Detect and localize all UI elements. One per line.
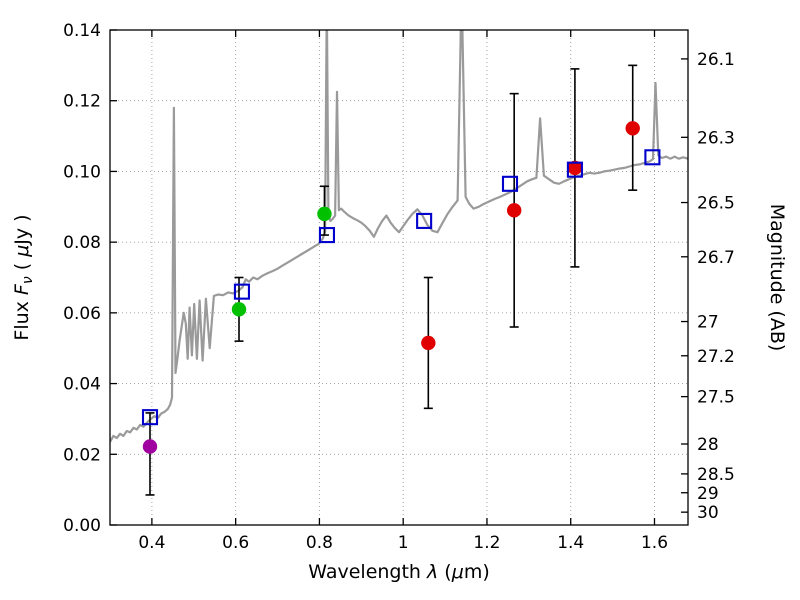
observed-photometry-point bbox=[317, 206, 332, 222]
model-photometry-square bbox=[566, 161, 583, 178]
observed-photometry-point bbox=[625, 121, 640, 136]
observed-photometry-point bbox=[567, 160, 583, 176]
y-tick-label-left: 0.04 bbox=[63, 375, 101, 395]
y-tick-label-left: 0.06 bbox=[63, 304, 101, 324]
model-spectrum-line bbox=[110, 30, 688, 443]
model-photometry-square bbox=[141, 409, 159, 426]
y-axis-label-left: Flux Fν ( μJy ) bbox=[11, 214, 36, 340]
y-tick-label-left: 0.08 bbox=[63, 233, 101, 253]
model-photometry-square bbox=[318, 227, 336, 244]
x-tick-label: 1 bbox=[398, 533, 409, 553]
y-tick-label-left: 0.14 bbox=[63, 21, 101, 41]
x-axis-label: Wavelength λ (μm) bbox=[308, 561, 489, 583]
y-axis-label-right: Magnitude (AB) bbox=[766, 204, 788, 352]
observed-photometry-point bbox=[231, 302, 247, 317]
y-tick-label-right: 28 bbox=[697, 435, 719, 455]
y-tick-label-right: 27.5 bbox=[697, 388, 735, 408]
y-tick-label-right: 27 bbox=[697, 313, 719, 333]
y-tick-label-right: 26.5 bbox=[697, 194, 735, 214]
x-tick-label: 0.4 bbox=[138, 533, 165, 553]
ticks-layer bbox=[110, 29, 688, 526]
observed-photometry-point bbox=[506, 203, 522, 218]
model-photometry-square bbox=[416, 212, 433, 229]
y-tick-label-right: 27.2 bbox=[697, 347, 735, 367]
tick-labels-layer: 0.4 0.6 0.8 1 1.2 1.4 1.6 0.00 0.02 0.04 0.06 0.08 0… bbox=[63, 21, 735, 553]
model-photometry-square bbox=[501, 175, 519, 192]
y-tick-label-left: 0.00 bbox=[63, 516, 101, 536]
y-tick-label-right: 30 bbox=[697, 503, 719, 523]
y-tick-label-right: 28.5 bbox=[697, 465, 735, 485]
observed-photometry-point bbox=[421, 335, 436, 351]
y-tick-label-right: 29 bbox=[697, 484, 719, 504]
model-photometry-square bbox=[233, 283, 250, 300]
model-photometry-square bbox=[644, 149, 661, 166]
y-tick-label-right: 26.3 bbox=[697, 128, 735, 148]
grid-layer bbox=[110, 29, 688, 526]
observed-photometry-point bbox=[142, 439, 158, 454]
x-tick-label: 0.6 bbox=[222, 533, 249, 553]
y-tick-label-right: 26.1 bbox=[697, 50, 735, 70]
y-tick-label-right: 26.7 bbox=[697, 248, 735, 268]
y-tick-label-left: 0.02 bbox=[63, 445, 101, 465]
x-tick-label: 1.2 bbox=[473, 533, 500, 553]
y-tick-label-left: 0.10 bbox=[63, 162, 101, 182]
error-bar bbox=[145, 412, 155, 496]
x-tick-label: 1.4 bbox=[557, 533, 584, 553]
error-bars-layer bbox=[145, 64, 638, 496]
x-tick-label: 0.8 bbox=[306, 533, 333, 553]
plot-frame bbox=[109, 29, 689, 526]
x-tick-label: 1.6 bbox=[641, 533, 668, 553]
y-tick-label-left: 0.12 bbox=[63, 92, 101, 112]
